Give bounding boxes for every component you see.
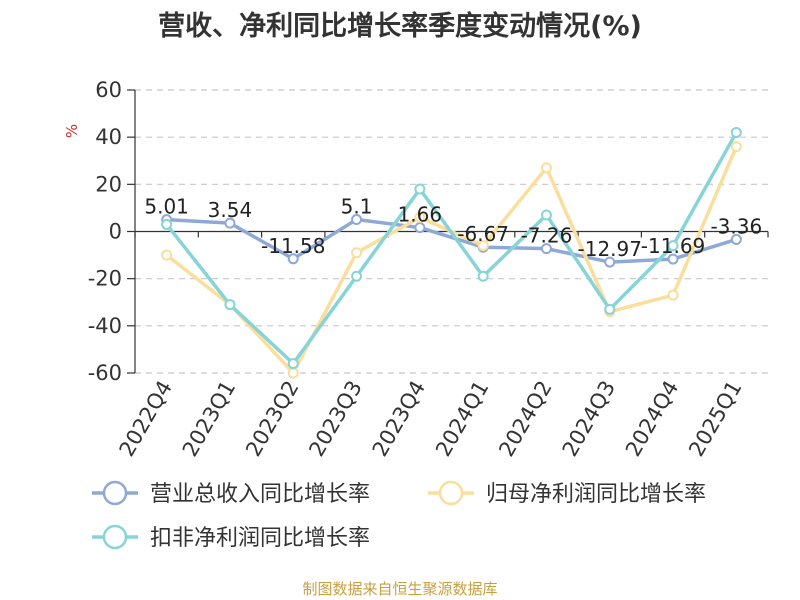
legend-marker: [102, 480, 128, 506]
x-tick-label: 2024Q1: [431, 377, 493, 461]
data-label: -12.97: [578, 237, 642, 261]
data-point: [161, 249, 173, 261]
data-point: [667, 289, 679, 301]
data-label: 5.01: [144, 195, 189, 219]
data-point: [351, 270, 363, 282]
y-tick-label: -40: [88, 314, 122, 338]
data-point: [414, 211, 426, 223]
data-point: [224, 299, 236, 311]
x-tick-label: 2023Q1: [178, 377, 240, 461]
data-point: [414, 222, 426, 234]
x-tick-label: 2024Q4: [621, 377, 683, 461]
data-point: [540, 209, 552, 221]
legend-marker: [438, 480, 464, 506]
data-label: 3.54: [208, 198, 253, 222]
source-footer: 制图数据来自恒生聚源数据库: [302, 580, 498, 598]
data-point: [667, 253, 679, 265]
data-point: [287, 358, 299, 370]
data-point: [477, 240, 489, 252]
y-tick-label: -60: [88, 361, 122, 385]
data-point: [287, 253, 299, 265]
data-label: -7.26: [521, 224, 573, 248]
y-tick-label: 60: [95, 78, 122, 102]
data-label: -11.58: [261, 234, 325, 258]
data-label: 5.1: [341, 194, 373, 218]
data-label: -6.67: [457, 222, 509, 246]
data-point: [287, 367, 299, 379]
data-point: [351, 247, 363, 259]
series-lines: [161, 126, 742, 379]
y-tick-label: 20: [95, 172, 122, 196]
data-point: [730, 141, 742, 153]
data-point: [730, 126, 742, 138]
y-tick-label: 0: [109, 220, 122, 244]
legend-marker: [102, 524, 128, 550]
data-point: [351, 213, 363, 225]
data-point: [224, 217, 236, 229]
data-point: [667, 240, 679, 252]
series-line: [165, 131, 738, 366]
data-point: [161, 218, 173, 230]
legend-label: 扣非净利润同比增长率: [150, 526, 370, 551]
chart-title: 营收、净利同比增长率季度变动情况(%): [158, 11, 642, 42]
data-point: [730, 233, 742, 245]
legend-label: 归母净利润同比增长率: [486, 482, 706, 507]
x-tick-label: 2022Q4: [115, 377, 177, 461]
series-line: [166, 217, 737, 264]
x-tick-label: 2025Q1: [684, 377, 746, 461]
data-label: -11.69: [641, 234, 705, 258]
y-tick-label: 40: [95, 125, 122, 149]
data-label: -3.36: [710, 214, 762, 238]
y-tick-label: -20: [88, 267, 122, 291]
y-axis-unit: %: [63, 124, 81, 138]
x-tick-label: 2023Q3: [304, 377, 366, 461]
data-labels: 5.01 3.54 -11.58 5.1 1.66 -6.67 -7.26-12.97-11…: [144, 194, 762, 261]
x-tick-label: 2024Q3: [558, 377, 620, 461]
data-point: [604, 303, 616, 315]
data-point: [477, 270, 489, 282]
data-point: [540, 243, 552, 255]
data-point: [540, 162, 552, 174]
data-point: [604, 256, 616, 268]
x-tick-label: 2023Q2: [241, 377, 303, 461]
x-tick-label: 2023Q4: [368, 377, 430, 461]
x-tick-label: 2024Q2: [494, 377, 556, 461]
data-point: [414, 183, 426, 195]
data-label: 1.66: [398, 203, 443, 227]
legend-label: 营业总收入同比增长率: [150, 482, 370, 507]
